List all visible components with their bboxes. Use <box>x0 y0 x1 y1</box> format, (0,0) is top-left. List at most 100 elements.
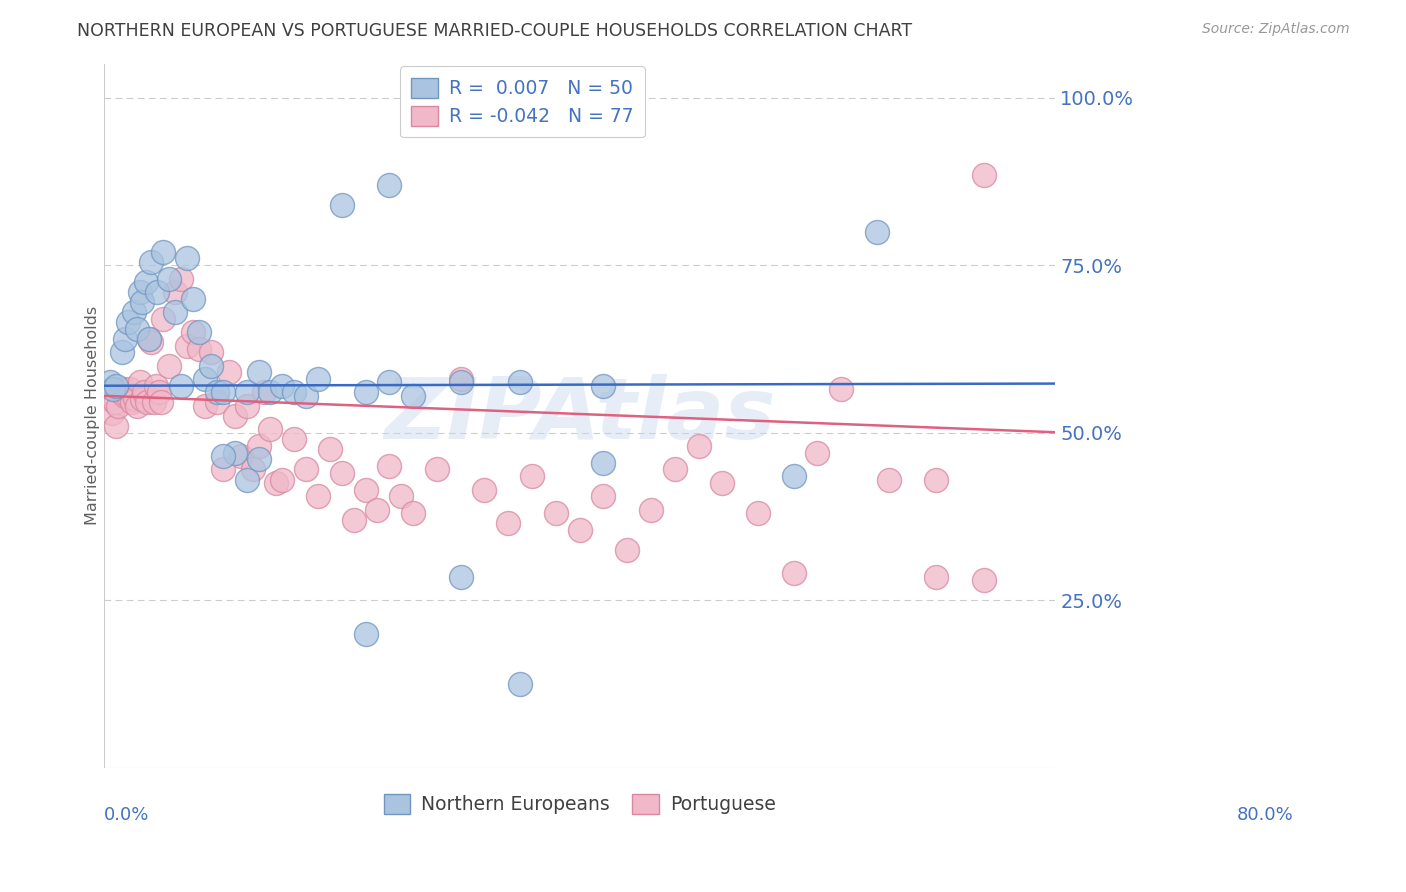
Point <box>520 469 543 483</box>
Point <box>104 395 127 409</box>
Text: 0.0%: 0.0% <box>104 806 149 824</box>
Point <box>509 376 531 390</box>
Point <box>181 292 204 306</box>
Point <box>259 422 281 436</box>
Point <box>747 506 769 520</box>
Point <box>194 372 217 386</box>
Point <box>141 254 163 268</box>
Point <box>170 271 193 285</box>
Point <box>616 542 638 557</box>
Point <box>450 376 472 390</box>
Point <box>474 483 496 497</box>
Point <box>319 442 342 457</box>
Point <box>806 446 828 460</box>
Point <box>247 439 270 453</box>
Point <box>152 311 174 326</box>
Point <box>402 389 425 403</box>
Point <box>354 483 377 497</box>
Point <box>142 395 165 409</box>
Point <box>973 168 995 182</box>
Point <box>157 359 180 373</box>
Point <box>135 395 157 409</box>
Point <box>592 489 614 503</box>
Point <box>877 473 900 487</box>
Point <box>925 473 948 487</box>
Point <box>307 489 329 503</box>
Point <box>973 573 995 587</box>
Point <box>138 332 160 346</box>
Point <box>378 459 401 474</box>
Point <box>157 271 180 285</box>
Point <box>640 502 662 516</box>
Point <box>145 378 167 392</box>
Point <box>242 462 264 476</box>
Point <box>124 392 146 406</box>
Text: ZIPAtlas: ZIPAtlas <box>384 375 776 458</box>
Point <box>354 385 377 400</box>
Point <box>259 385 281 400</box>
Point <box>148 385 170 400</box>
Point <box>592 456 614 470</box>
Point <box>271 378 294 392</box>
Point <box>496 516 519 530</box>
Point <box>121 395 143 409</box>
Point <box>592 378 614 392</box>
Point <box>224 409 246 423</box>
Point <box>111 345 134 359</box>
Point <box>688 439 710 453</box>
Point <box>354 626 377 640</box>
Point <box>188 325 211 339</box>
Point <box>211 385 233 400</box>
Point <box>98 392 121 406</box>
Point <box>343 513 366 527</box>
Point <box>366 502 388 516</box>
Point <box>664 462 686 476</box>
Point <box>141 335 163 350</box>
Point <box>330 466 353 480</box>
Point <box>127 399 149 413</box>
Point <box>271 473 294 487</box>
Point <box>122 305 145 319</box>
Point <box>170 378 193 392</box>
Point <box>235 385 257 400</box>
Point <box>544 506 567 520</box>
Point <box>211 462 233 476</box>
Point <box>247 452 270 467</box>
Point <box>224 446 246 460</box>
Point <box>152 244 174 259</box>
Point <box>117 389 139 403</box>
Point <box>104 419 127 434</box>
Point <box>205 385 228 400</box>
Point <box>146 285 169 299</box>
Point <box>127 322 149 336</box>
Point <box>165 305 187 319</box>
Text: 80.0%: 80.0% <box>1236 806 1294 824</box>
Point <box>450 570 472 584</box>
Point <box>110 385 132 400</box>
Point <box>283 433 305 447</box>
Text: NORTHERN EUROPEAN VS PORTUGUESE MARRIED-COUPLE HOUSEHOLDS CORRELATION CHART: NORTHERN EUROPEAN VS PORTUGUESE MARRIED-… <box>77 22 912 40</box>
Point <box>378 178 401 192</box>
Point <box>150 395 173 409</box>
Point <box>120 382 142 396</box>
Point <box>98 376 121 390</box>
Point <box>711 475 734 490</box>
Point <box>194 399 217 413</box>
Point <box>378 376 401 390</box>
Point <box>135 275 157 289</box>
Point <box>450 372 472 386</box>
Point <box>114 332 136 346</box>
Point <box>138 332 160 346</box>
Point <box>131 392 153 406</box>
Point <box>114 389 136 403</box>
Point <box>866 225 889 239</box>
Point <box>128 376 150 390</box>
Point <box>176 252 198 266</box>
Point <box>295 389 318 403</box>
Y-axis label: Married-couple Households: Married-couple Households <box>86 306 100 525</box>
Point <box>104 378 127 392</box>
Point <box>253 385 276 400</box>
Point <box>402 506 425 520</box>
Point <box>111 382 134 396</box>
Point <box>330 198 353 212</box>
